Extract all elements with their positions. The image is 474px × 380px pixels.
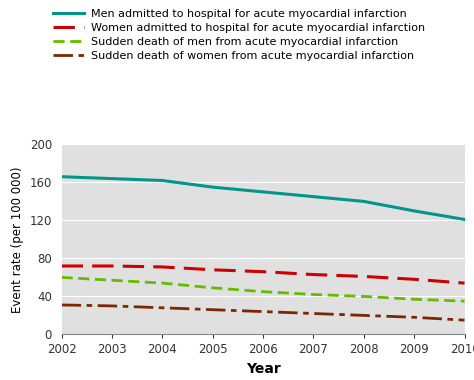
Y-axis label: Event rate (per 100 000): Event rate (per 100 000): [11, 166, 24, 313]
X-axis label: Year: Year: [246, 362, 281, 376]
Legend: Men admitted to hospital for acute myocardial infarction, Women admitted to hosp: Men admitted to hospital for acute myoca…: [53, 10, 425, 61]
